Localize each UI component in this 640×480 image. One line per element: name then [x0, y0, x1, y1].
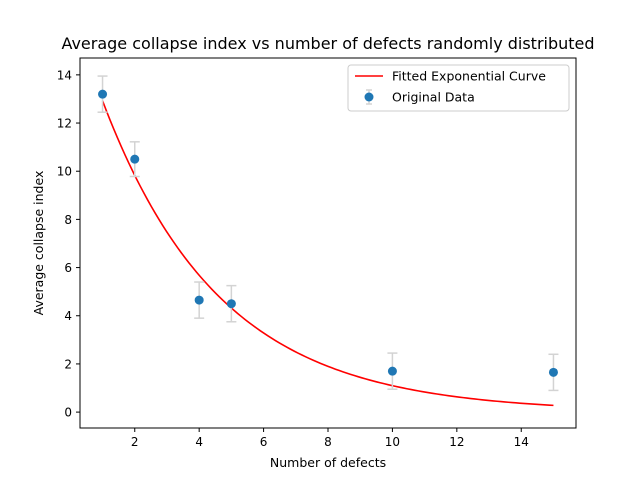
data-point: [98, 89, 108, 99]
y-tick-label: 14: [57, 68, 72, 82]
x-axis-ticks: 2 4 6 8 10 12 14: [131, 428, 529, 449]
y-axis-label: Average collapse index: [31, 171, 46, 316]
x-tick-label: 14: [514, 435, 529, 449]
legend-marker-swatch: [364, 92, 374, 102]
x-tick-label: 8: [324, 435, 332, 449]
data-point: [226, 299, 236, 309]
x-tick-label: 10: [385, 435, 400, 449]
y-tick-label: 12: [57, 117, 72, 131]
legend-box: [347, 64, 570, 112]
chart-title: Average collapse index vs number of defe…: [61, 34, 594, 53]
data-point: [130, 154, 140, 164]
data-point: [194, 295, 204, 305]
y-tick-label: 6: [64, 261, 72, 275]
y-tick-label: 4: [64, 309, 72, 323]
x-tick-label: 12: [449, 435, 464, 449]
legend-label-original: Original Data: [392, 90, 475, 105]
x-axis-label: Number of defects: [270, 455, 386, 470]
fitted-curve-line: [101, 100, 554, 407]
x-tick-label: 2: [131, 435, 139, 449]
y-tick-label: 2: [64, 357, 72, 371]
y-axis-ticks: 0 2 4 6 8 10 12 14: [57, 68, 80, 420]
y-tick-label: 10: [57, 165, 72, 179]
series-layer: [97, 75, 559, 407]
legend: Fitted Exponential Curve Original Data: [347, 64, 570, 112]
legend-label-fitted: Fitted Exponential Curve: [392, 69, 546, 84]
y-tick-label: 0: [64, 406, 72, 420]
plot-frame: [79, 57, 577, 429]
y-tick-label: 8: [64, 213, 72, 227]
data-point: [387, 366, 397, 376]
x-tick-label: 6: [260, 435, 268, 449]
plot-area: [79, 57, 577, 429]
x-tick-label: 4: [195, 435, 203, 449]
data-point: [548, 367, 558, 377]
